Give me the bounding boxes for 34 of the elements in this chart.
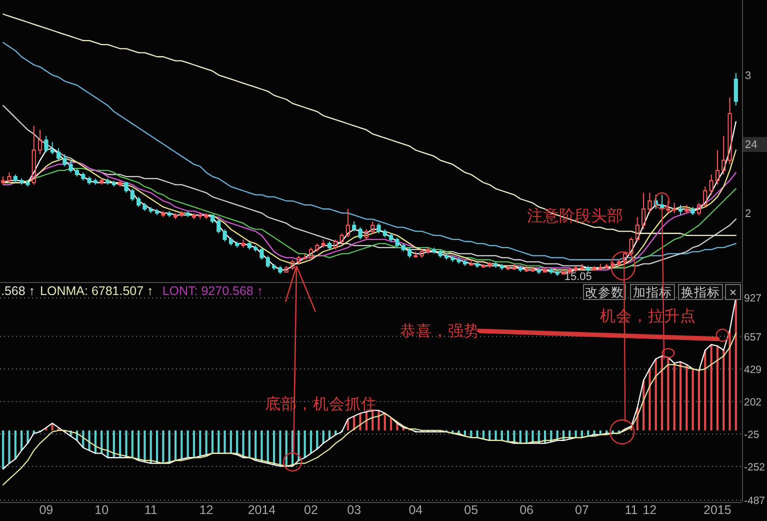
x-tick-label: 04 xyxy=(408,503,423,517)
y-tick-label: 927 xyxy=(744,292,762,305)
x-tick-label: 09 xyxy=(39,503,54,517)
annotation: 换指标 xyxy=(681,286,720,300)
y-tick-label: -252 xyxy=(744,462,766,474)
annotation: .568 ↑ xyxy=(1,284,36,298)
annotation: 恭喜，强势 xyxy=(400,322,480,340)
y-tick-label: -487 xyxy=(744,495,766,508)
annotation: LONMA: 6781.507 ↑ xyxy=(40,284,154,298)
button: 改参数 xyxy=(583,284,626,300)
x-tick-label: 2014 xyxy=(248,503,276,517)
annotation: 15.05 xyxy=(564,271,592,283)
x-tick-label: 12 xyxy=(642,503,657,517)
y-tick-label: 202 xyxy=(744,396,762,409)
x-tick-label: 05 xyxy=(464,503,478,517)
y-tick-label: 657 xyxy=(744,331,762,344)
x-tick-label: 12 xyxy=(199,503,214,517)
x-tick-label: 06 xyxy=(520,503,534,517)
annotation: LONT: 9270.568 ↑ xyxy=(162,284,264,298)
text: 24 xyxy=(745,139,758,151)
x-tick-label: 11 xyxy=(144,503,158,517)
x-tick-label: 07 xyxy=(575,503,589,517)
x-tick-label: 11 xyxy=(624,503,638,517)
x-tick-label: 02 xyxy=(304,503,318,517)
text: 3 xyxy=(745,70,752,82)
x-tick-label: 2015 xyxy=(704,503,732,517)
x-tick-label: 10 xyxy=(94,503,109,517)
x-tick-label: 03 xyxy=(347,503,362,517)
y-tick-label: 429 xyxy=(744,364,762,376)
y-tick-label: -25 xyxy=(744,429,760,442)
annotation: × xyxy=(729,286,737,300)
button: 换指标 xyxy=(678,284,723,300)
button: × xyxy=(725,284,741,300)
text: 2 xyxy=(745,208,752,220)
